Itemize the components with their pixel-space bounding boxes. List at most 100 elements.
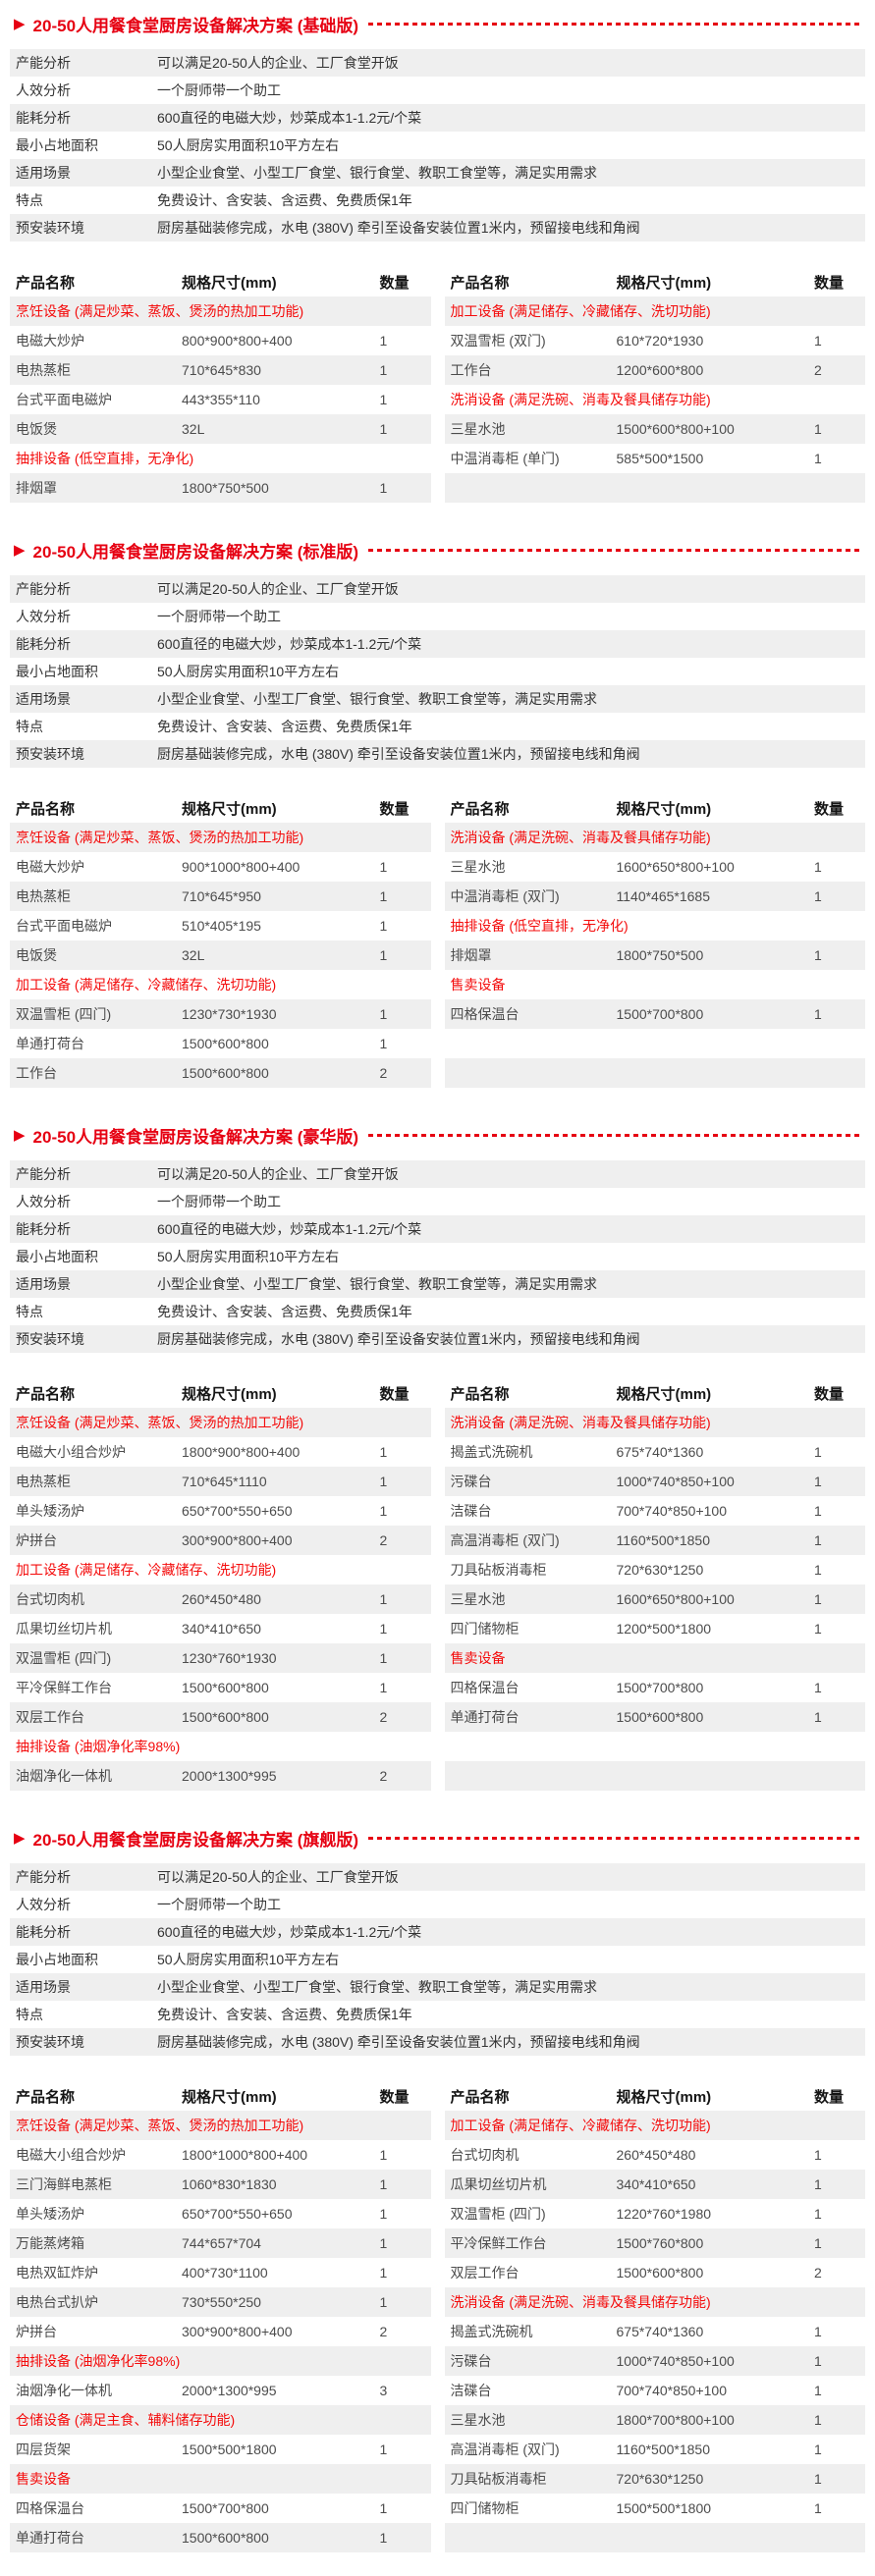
product-row: 双温雪柜 (四门) 1230*760*1930 1 (10, 1643, 431, 1673)
analysis-label: 人效分析 (16, 1897, 71, 1912)
product-row: 三星水池 1600*650*800+100 1 (444, 1584, 865, 1614)
header-product-name: 产品名称 (450, 274, 510, 292)
header-product-name: 产品名称 (16, 2088, 76, 2106)
header-qty: 数量 (379, 1385, 410, 1403)
analysis-label: 预安装环境 (16, 1331, 84, 1347)
product-table-header: 产品名称 规格尺寸(mm) 数量 (444, 2081, 865, 2111)
product-qty: 1 (814, 2471, 822, 2487)
analysis-value: 可以满足20-50人的企业、工厂食堂开饭 (157, 581, 399, 597)
analysis-value: 600直径的电磁大炒，炒菜成本1-1.2元/个菜 (157, 1221, 422, 1237)
product-qty: 1 (814, 1532, 822, 1548)
product-spec: 650*700*550+650 (182, 2206, 293, 2222)
product-qty: 1 (379, 1036, 388, 1051)
product-spec: 340*410*650 (182, 1621, 261, 1637)
product-name: 刀具砧板消毒柜 (450, 2471, 547, 2487)
analysis-row: 能耗分析 600直径的电磁大炒，炒菜成本1-1.2元/个菜 (10, 630, 865, 658)
product-row: 平冷保鲜工作台 1500*760*800 1 (444, 2228, 865, 2258)
product-qty: 1 (814, 947, 822, 963)
product-spec: 675*740*1360 (616, 1444, 704, 1460)
analysis-label: 最小占地面积 (16, 1249, 98, 1264)
analysis-value: 600直径的电磁大炒，炒菜成本1-1.2元/个菜 (157, 1924, 422, 1940)
product-row: 双层工作台 1500*600*800 2 (10, 1702, 431, 1732)
category-row: 洗消设备 (满足洗碗、消毒及餐具储存功能) (444, 823, 865, 852)
product-qty: 1 (379, 859, 388, 875)
product-row: 瓜果切丝切片机 340*410*650 1 (444, 2170, 865, 2199)
analysis-row: 最小占地面积 50人厨房实用面积10平方左右 (10, 1946, 865, 1973)
analysis-label: 人效分析 (16, 1194, 71, 1209)
product-name: 台式平面电磁炉 (16, 918, 112, 934)
product-row: 电磁大小组合炒炉 1800*900*800+400 1 (10, 1437, 431, 1467)
product-name: 三门海鲜电蒸柜 (16, 2176, 112, 2192)
section-title: 20-50人用餐食堂厨房设备解决方案 (基础版) (32, 17, 359, 35)
product-row: 单通打荷台 1500*600*800 1 (10, 2523, 431, 2552)
analysis-value: 50人厨房实用面积10平方左右 (157, 1249, 340, 1264)
product-table-left: 产品名称 规格尺寸(mm) 数量 烹饪设备 (满足炒菜、蒸饭、煲汤的热加工功能) 电磁大… (10, 1378, 431, 1791)
category-label: 抽排设备 (低空直排，无净化) (16, 451, 194, 466)
product-name: 高温消毒柜 (双门) (450, 2442, 560, 2457)
category-label: 抽排设备 (油烟净化率98%) (16, 1739, 181, 1754)
product-spec: 1500*600*800 (616, 1709, 704, 1725)
product-row: 三星水池 1500*600*800+100 1 (444, 414, 865, 444)
product-name: 电磁大炒炉 (16, 859, 84, 875)
analysis-value: 600直径的电磁大炒，炒菜成本1-1.2元/个菜 (157, 110, 422, 126)
product-row: 洁碟台 700*740*850+100 1 (445, 1496, 866, 1526)
product-spec: 32L (182, 421, 205, 437)
analysis-table: 产能分析 可以满足20-50人的企业、工厂食堂开饭 人效分析 一个厨师带一个助工 能耗分… (10, 1160, 865, 1353)
analysis-row: 预安装环境 厨房基础装修完成，水电 (380V) 牵引至设备安装位置1米内，预留接… (10, 2028, 865, 2056)
category-label: 加工设备 (满足储存、冷藏储存、洗切功能) (16, 977, 277, 993)
product-row: 四格保温台 1500*700*800 1 (445, 1673, 866, 1702)
analysis-label: 产能分析 (16, 1869, 71, 1885)
analysis-value: 一个厨师带一个助工 (157, 1897, 281, 1912)
analysis-label: 特点 (16, 1304, 43, 1319)
product-spec: 1160*500*1850 (616, 1532, 711, 1548)
section-title: 20-50人用餐食堂厨房设备解决方案 (标准版) (32, 543, 359, 562)
category-row: 抽排设备 (油烟净化率98%) (10, 2346, 431, 2376)
empty-row (445, 1732, 866, 1761)
title-dash-line (368, 1134, 863, 1137)
product-qty: 1 (379, 1650, 388, 1666)
product-name: 平冷保鲜工作台 (450, 2235, 547, 2251)
title-dash-line (368, 549, 863, 552)
product-tables: 产品名称 规格尺寸(mm) 数量 烹饪设备 (满足炒菜、蒸饭、煲汤的热加工功能) 电磁大… (10, 793, 865, 1088)
product-spec: 1500*600*800 (182, 1036, 269, 1051)
product-row: 四格保温台 1500*700*800 1 (444, 999, 865, 1029)
product-name: 三星水池 (450, 2412, 506, 2428)
product-qty: 1 (814, 333, 822, 349)
product-name: 平冷保鲜工作台 (16, 1680, 112, 1695)
product-name: 电热蒸柜 (16, 1474, 71, 1489)
product-spec: 300*900*800+400 (182, 1532, 293, 1548)
product-qty: 1 (379, 2500, 388, 2516)
product-qty: 1 (379, 1591, 388, 1607)
product-spec: 1500*600*800+100 (616, 421, 735, 437)
header-product-name: 产品名称 (16, 274, 76, 292)
category-row: 烹饪设备 (满足炒菜、蒸饭、煲汤的热加工功能) (10, 296, 431, 326)
analysis-row: 预安装环境 厨房基础装修完成，水电 (380V) 牵引至设备安装位置1米内，预留接… (10, 740, 865, 768)
product-name: 四门储物柜 (450, 1621, 520, 1637)
header-spec: 规格尺寸(mm) (182, 800, 277, 818)
product-spec: 510*405*195 (182, 918, 261, 934)
header-spec: 规格尺寸(mm) (182, 2088, 277, 2106)
product-name: 电热蒸柜 (16, 888, 71, 904)
product-row: 洁碟台 700*740*850+100 1 (445, 2376, 866, 2405)
product-qty: 1 (814, 1006, 822, 1022)
product-name: 污碟台 (450, 2353, 492, 2369)
analysis-value: 一个厨师带一个助工 (157, 1194, 281, 1209)
product-spec: 720*630*1250 (616, 1562, 704, 1578)
product-row: 油烟净化一体机 2000*1300*995 2 (10, 1761, 431, 1791)
analysis-row: 预安装环境 厨房基础装修完成，水电 (380V) 牵引至设备安装位置1米内，预留接… (10, 214, 865, 242)
product-name: 油烟净化一体机 (16, 1768, 112, 1784)
product-spec: 1500*700*800 (182, 2500, 269, 2516)
analysis-value: 免费设计、含安装、含运费、免费质保1年 (157, 2007, 412, 2022)
product-qty: 1 (379, 2530, 388, 2546)
product-qty: 1 (379, 1444, 388, 1460)
product-name: 单头矮汤炉 (16, 1503, 84, 1519)
analysis-label: 预安装环境 (16, 2034, 84, 2050)
product-qty: 1 (379, 421, 388, 437)
product-spec: 650*700*550+650 (182, 1503, 293, 1519)
analysis-value: 厨房基础装修完成，水电 (380V) 牵引至设备安装位置1米内，预留接电线和角阀 (157, 746, 640, 762)
product-name: 揭盖式洗碗机 (450, 1444, 533, 1460)
header-spec: 规格尺寸(mm) (616, 274, 712, 292)
analysis-value: 免费设计、含安装、含运费、免费质保1年 (157, 1304, 412, 1319)
product-qty: 1 (814, 1503, 822, 1519)
product-tables: 产品名称 规格尺寸(mm) 数量 烹饪设备 (满足炒菜、蒸饭、煲汤的热加工功能) 电磁大… (10, 267, 865, 503)
